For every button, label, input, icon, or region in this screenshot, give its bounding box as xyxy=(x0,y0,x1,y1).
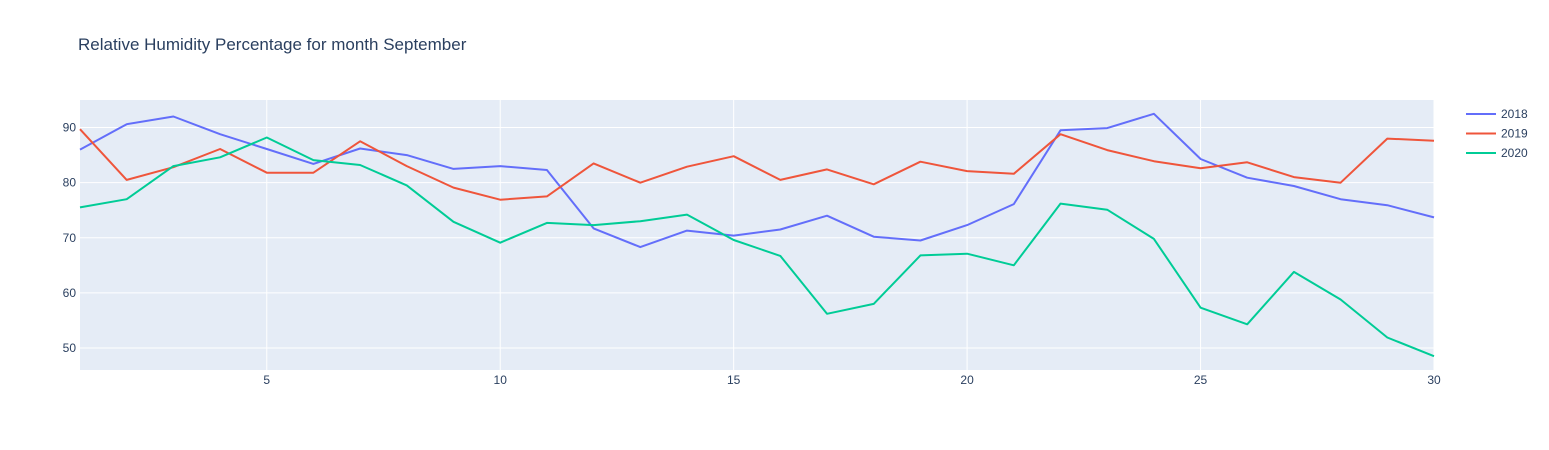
legend-label: 2020 xyxy=(1501,146,1528,160)
legend-item-2020[interactable]: 2020 xyxy=(1466,146,1528,160)
plot-area xyxy=(80,100,1434,370)
x-tick-label: 15 xyxy=(727,373,741,387)
x-tick-label: 30 xyxy=(1427,373,1441,387)
y-tick-label: 80 xyxy=(63,176,77,190)
y-tick-label: 50 xyxy=(63,341,77,355)
series-line-2018 xyxy=(79,112,1435,249)
x-tick-label: 10 xyxy=(494,373,508,387)
y-tick-label: 60 xyxy=(63,286,77,300)
legend-label: 2019 xyxy=(1501,127,1528,141)
y-axis-ticks: 50 60 70 80 90 xyxy=(63,121,77,355)
chart-title: Relative Humidity Percentage for month S… xyxy=(78,35,467,54)
legend[interactable]: 2018 2019 2020 xyxy=(1466,107,1528,160)
series-line-2020 xyxy=(79,136,1435,358)
legend-label: 2018 xyxy=(1501,107,1528,121)
x-tick-label: 25 xyxy=(1194,373,1208,387)
gridlines xyxy=(80,100,1435,370)
x-axis-ticks: 5 10 15 20 25 30 xyxy=(263,373,1441,387)
x-tick-label: 20 xyxy=(960,373,974,387)
legend-item-2018[interactable]: 2018 xyxy=(1466,107,1528,121)
series-lines xyxy=(79,112,1435,358)
y-tick-label: 70 xyxy=(63,231,77,245)
series-line-2019 xyxy=(79,128,1435,201)
x-tick-label: 5 xyxy=(263,373,270,387)
y-tick-label: 90 xyxy=(63,121,77,135)
legend-item-2019[interactable]: 2019 xyxy=(1466,127,1528,141)
